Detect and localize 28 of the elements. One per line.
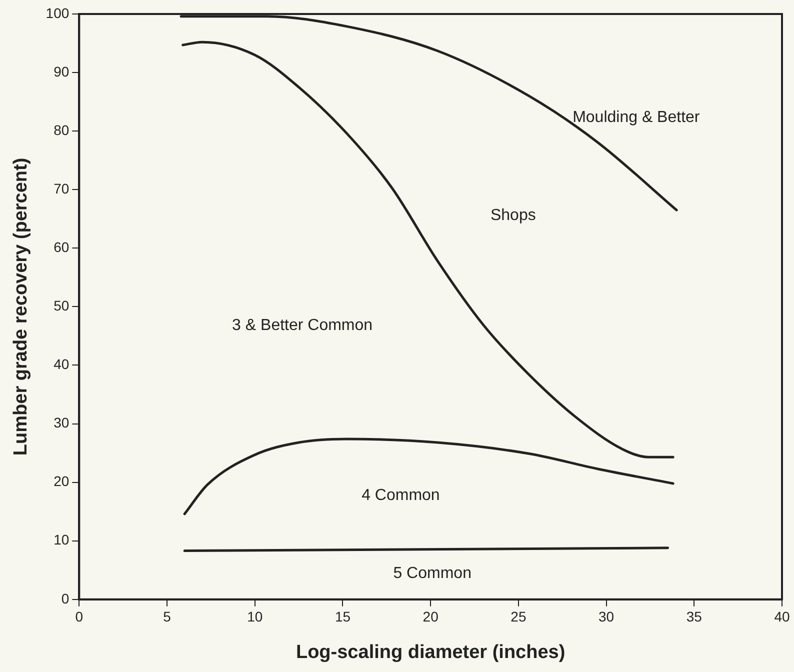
annotation: 3 & Better Common: [232, 316, 373, 334]
x-tick-label: 30: [598, 608, 614, 625]
line-series: [183, 438, 674, 516]
x-axis-title: Log-scaling diameter (inches): [296, 642, 566, 663]
y-tick-label: 30: [54, 414, 70, 431]
x-tick-label: 0: [75, 608, 84, 625]
y-tick-label: 10: [54, 532, 70, 548]
x-tick-label: 10: [247, 608, 263, 625]
y-tick-label: 60: [54, 239, 70, 256]
x-tick-label: 20: [422, 608, 439, 625]
y-axis-title: Lumber grade recovery (percent): [10, 158, 32, 456]
y-tick-label: 0: [61, 590, 70, 606]
x-tick-label: 15: [334, 608, 351, 625]
x-tick-label: 25: [510, 608, 526, 625]
y-tick-label: 100: [46, 4, 70, 21]
annotation: 5 Common: [393, 565, 472, 582]
x-tick-label: 40: [774, 608, 790, 625]
annotation: 4 Common: [362, 487, 440, 504]
x-tick-label: 5: [163, 608, 172, 625]
y-tick-label: 20: [54, 473, 70, 490]
annotation: Moulding & Better: [572, 109, 700, 126]
y-tick-label: 80: [54, 122, 70, 138]
y-tick-label: 70: [54, 180, 70, 196]
y-tick-label: 40: [54, 356, 70, 372]
y-tick-label: 50: [54, 298, 70, 314]
annotation: Shops: [490, 206, 536, 224]
x-tick-label: 35: [686, 608, 702, 625]
y-tick-label: 90: [54, 63, 70, 80]
